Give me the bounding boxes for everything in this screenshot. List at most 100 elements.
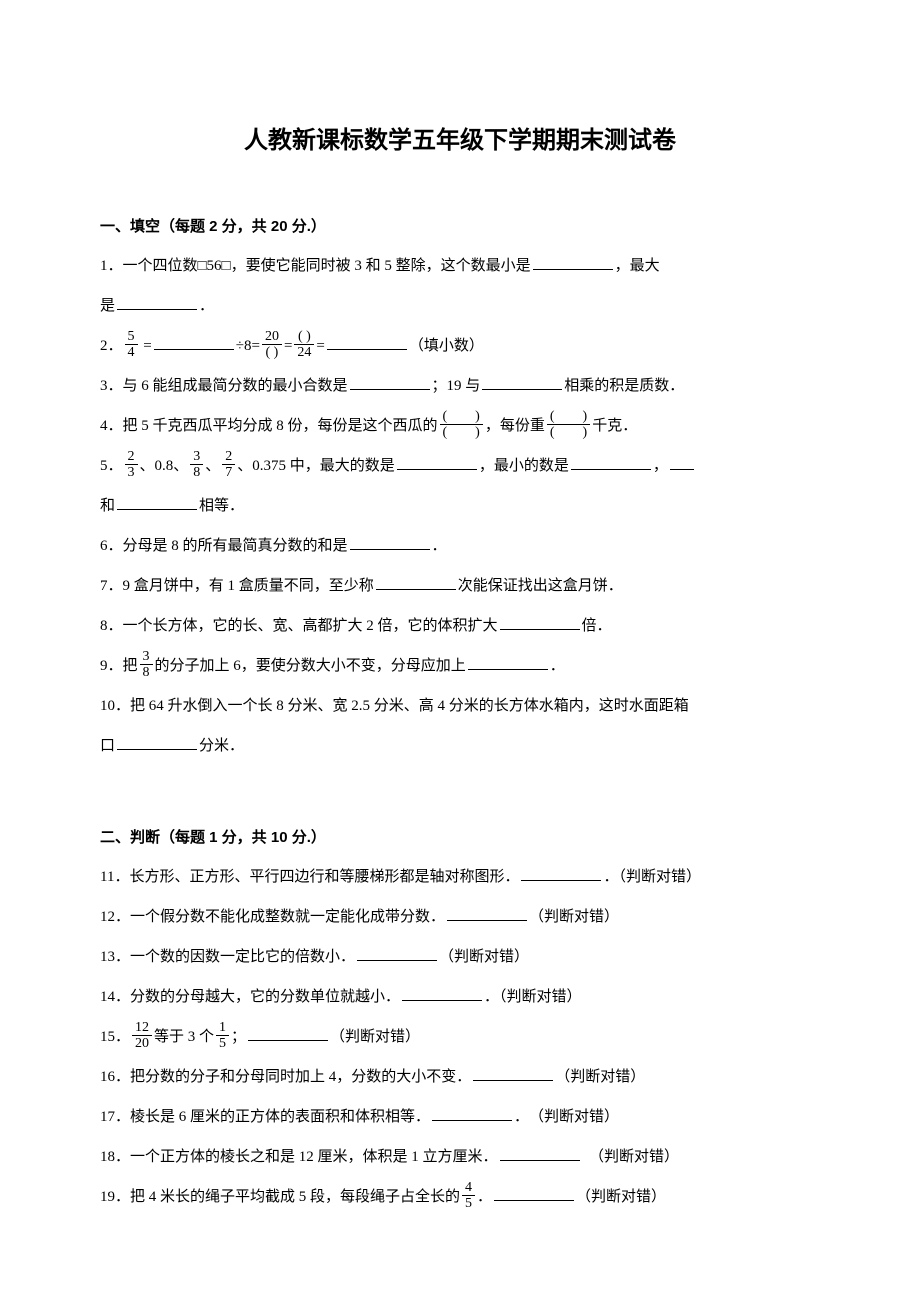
q1-text-d: ． — [199, 298, 214, 314]
question-10-line2: 口分米． — [100, 728, 820, 764]
blank — [350, 375, 430, 390]
blank — [357, 946, 437, 961]
q7-text-b: 次能保证找出这盒月饼． — [458, 578, 623, 594]
q6-text-b: ． — [432, 538, 447, 554]
q5-text-f: ， — [653, 458, 668, 474]
blank — [500, 615, 580, 630]
q3-text-b: ；19 与 — [432, 378, 481, 394]
denominator: 4 — [125, 345, 138, 360]
fraction: 20( ) — [262, 329, 282, 361]
numerator: 2 — [222, 449, 235, 465]
question-16: 16．把分数的分子和分母同时加上 4，分数的大小不变． （判断对错） — [100, 1059, 820, 1095]
blank — [670, 455, 694, 470]
fraction: 45 — [462, 1180, 475, 1212]
question-12: 12．一个假分数不能化成整数就一定能化成带分数． （判断对错） — [100, 899, 820, 935]
q5-text-a: 5． — [100, 458, 123, 474]
q19-text-a: 19．把 4 米长的绳子平均截成 5 段，每段绳子占全长的 — [100, 1189, 460, 1205]
q9-text-a: 9．把 — [100, 658, 138, 674]
question-17: 17．棱长是 6 厘米的正方体的表面积和体积相等．． （判断对错） — [100, 1099, 820, 1135]
blank — [154, 335, 234, 350]
blank — [482, 375, 562, 390]
q18-text-b: （判断对错） — [582, 1149, 680, 1165]
denominator: ( ) — [440, 425, 483, 440]
fraction: 38 — [140, 649, 153, 681]
q2-text-e: = — [316, 338, 324, 354]
fraction: 15 — [216, 1020, 229, 1052]
section1-header: 一、填空（每题 2 分，共 20 分.） — [100, 215, 820, 236]
q2-text-a: 2． — [100, 338, 123, 354]
fraction: ( )24 — [294, 329, 314, 361]
q5-text-b: 、0.8、 — [140, 458, 189, 474]
denominator: 8 — [190, 465, 203, 480]
q12-text-b: （判断对错） — [529, 909, 619, 925]
question-5: 5．23、0.8、38、27、0.375 中，最大的数是，最小的数是， — [100, 448, 820, 484]
q16-text-a: 16．把分数的分子和分母同时加上 4，分数的大小不变． — [100, 1069, 471, 1085]
q9-text-c: ． — [550, 658, 565, 674]
q16-text-b: （判断对错） — [555, 1069, 645, 1085]
denominator: 20 — [132, 1036, 152, 1051]
blank — [397, 455, 477, 470]
denominator: 5 — [216, 1036, 229, 1051]
question-10: 10．把 64 升水倒入一个长 8 分米、宽 2.5 分米、高 4 分米的长方体… — [100, 688, 820, 724]
q4-text-b: ，每份重 — [485, 418, 545, 434]
blank — [327, 335, 407, 350]
q5-text-d: 、0.375 中，最大的数是 — [237, 458, 395, 474]
question-3: 3．与 6 能组成最简分数的最小合数是；19 与相乘的积是质数． — [100, 368, 820, 404]
blank — [500, 1146, 580, 1161]
fraction: 38 — [190, 449, 203, 481]
denominator: 24 — [294, 345, 314, 360]
numerator: 3 — [190, 449, 203, 465]
blank — [521, 866, 601, 881]
q19-text-c: （判断对错） — [576, 1189, 666, 1205]
q15-text-c: ； — [231, 1029, 246, 1045]
q5-text-c: 、 — [205, 458, 220, 474]
numerator: 3 — [140, 649, 153, 665]
fraction: 23 — [125, 449, 138, 481]
page-title: 人教新课标数学五年级下学期期末测试卷 — [100, 120, 820, 155]
q14-text-a: 14．分数的分母越大，它的分数单位就越小． — [100, 989, 400, 1005]
denominator: ( ) — [547, 425, 590, 440]
blank — [248, 1026, 328, 1041]
question-11: 11．长方形、正方形、平行四边行和等腰梯形都是轴对称图形．．（判断对错） — [100, 859, 820, 895]
q7-text-a: 7．9 盒月饼中，有 1 盒质量不同，至少称 — [100, 578, 374, 594]
numerator: ( ) — [440, 409, 483, 425]
q5-text-g: 和 — [100, 498, 115, 514]
blank — [117, 735, 197, 750]
question-14: 14．分数的分母越大，它的分数单位就越小．．（判断对错） — [100, 979, 820, 1015]
blank — [571, 455, 651, 470]
blank — [350, 535, 430, 550]
q8-text-b: 倍． — [582, 618, 612, 634]
question-6: 6．分母是 8 的所有最简真分数的和是． — [100, 528, 820, 564]
question-15: 15．1220等于 3 个15；（判断对错） — [100, 1019, 820, 1055]
question-13: 13．一个数的因数一定比它的倍数小．（判断对错） — [100, 939, 820, 975]
question-9: 9．把38的分子加上 6，要使分数大小不变，分母应加上 ． — [100, 648, 820, 684]
q5-text-h: 相等． — [199, 498, 244, 514]
q3-text-c: 相乘的积是质数． — [564, 378, 684, 394]
q1-text-a: 1．一个四位数□56□，要使它能同时被 3 和 5 整除，这个数最小是 — [100, 258, 531, 274]
numerator: 4 — [462, 1180, 475, 1196]
q9-text-b: 的分子加上 6，要使分数大小不变，分母应加上 — [155, 658, 466, 674]
blank — [402, 986, 482, 1001]
blank — [117, 295, 197, 310]
blank — [447, 906, 527, 921]
fraction: 1220 — [132, 1020, 152, 1052]
numerator: 1 — [216, 1020, 229, 1036]
section2-header: 二、判断（每题 1 分，共 10 分.） — [100, 826, 820, 847]
blank — [117, 495, 197, 510]
q2-text-c: ÷8= — [236, 338, 260, 354]
q18-text-a: 18．一个正方体的棱长之和是 12 厘米，体积是 1 立方厘米． — [100, 1149, 498, 1165]
q12-text-a: 12．一个假分数不能化成整数就一定能化成带分数． — [100, 909, 445, 925]
q5-text-e: ，最小的数是 — [479, 458, 569, 474]
numerator: 2 — [125, 449, 138, 465]
q10-text-a: 10．把 64 升水倒入一个长 8 分米、宽 2.5 分米、高 4 分米的长方体… — [100, 698, 689, 714]
numerator: 12 — [132, 1020, 152, 1036]
denominator: ( ) — [262, 345, 282, 360]
q1-text-b: ，最大 — [615, 258, 660, 274]
question-7: 7．9 盒月饼中，有 1 盒质量不同，至少称 次能保证找出这盒月饼． — [100, 568, 820, 604]
question-18: 18．一个正方体的棱长之和是 12 厘米，体积是 1 立方厘米． （判断对错） — [100, 1139, 820, 1175]
numerator: ( ) — [294, 329, 314, 345]
denominator: 7 — [222, 465, 235, 480]
q4-text-a: 4．把 5 千克西瓜平均分成 8 份，每份是这个西瓜的 — [100, 418, 438, 434]
question-1-line2: 是． — [100, 288, 820, 324]
blank — [473, 1066, 553, 1081]
